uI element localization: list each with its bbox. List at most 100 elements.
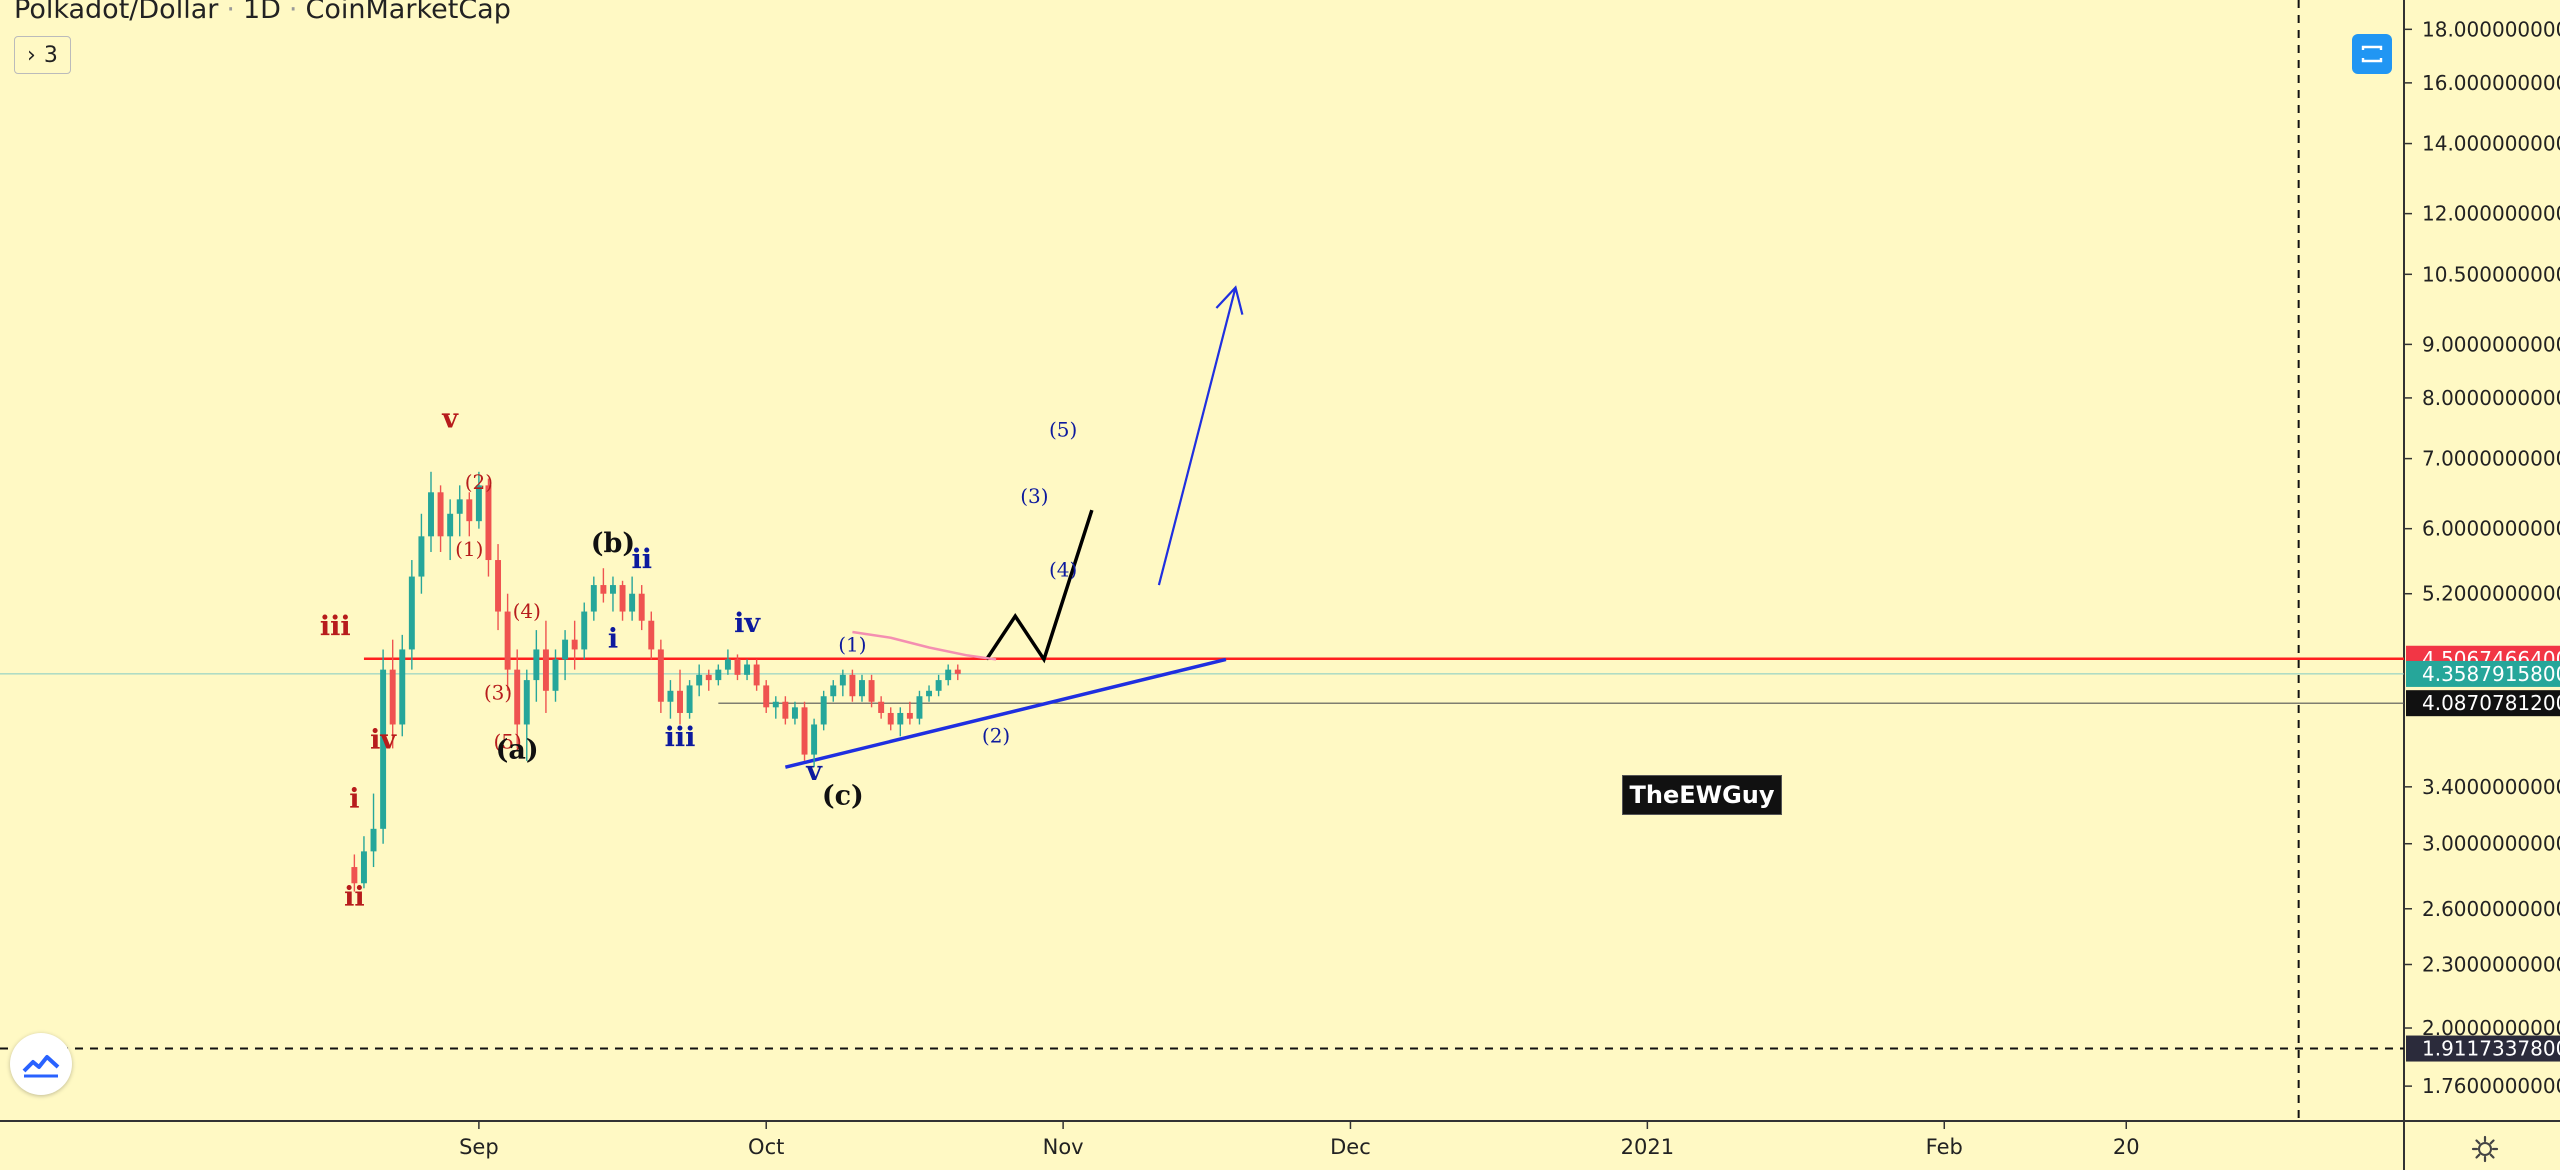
candle-body [753,664,760,686]
candle-body [418,536,425,577]
candle-body [619,585,626,612]
candle-body [897,712,904,725]
candle-body [552,659,559,691]
price-tick-label: 16.0000000000 [2422,71,2560,95]
wave-label: (2) [465,470,493,494]
candle-body [744,664,751,675]
wave-label: (2) [982,723,1010,747]
candle-body [495,560,502,612]
fit-arrows-icon [2361,45,2383,63]
data-source-label: CoinMarketCap [305,0,511,25]
price-tick-label: 2.3000000000 [2422,952,2560,976]
price-axis [2404,0,2560,1121]
price-tick-label: 2.6000000000 [2422,897,2560,921]
candle-body [399,649,406,725]
candle-body [935,680,942,691]
price-tick-label: 1.7600000000 [2422,1074,2560,1098]
candle-body [791,707,798,719]
indicators-toggle-button[interactable]: › 3 [14,36,71,74]
candle-body [504,611,511,670]
price-tick-label: 12.0000000000 [2422,202,2560,226]
candle-body [859,680,865,697]
candle-body [820,696,827,725]
wave-label: (3) [1020,484,1048,508]
time-tick-label: 20 [2113,1135,2140,1159]
author-watermark: TheEWGuy [1622,775,1782,815]
candle-body [466,499,473,522]
wave-label: v [805,756,823,787]
candle-body [389,669,396,725]
time-tick-label: 2021 [1621,1135,1674,1159]
tradingview-logo-icon[interactable] [10,1033,72,1095]
candle-body [514,669,521,725]
horizontal-support-badge [2406,690,2560,717]
candle-body [380,669,387,829]
price-tick-label: 10.5000000000 [2422,262,2560,286]
candle-body [724,659,731,670]
candle-body [945,669,952,681]
candle-body [629,593,636,612]
chart-settings-gear-icon[interactable] [2468,1132,2502,1166]
candle-body [408,576,415,650]
candle-body [533,649,540,681]
wave-label: (4) [513,599,541,623]
candle-body [428,492,434,537]
wave-label: iv [370,724,397,755]
interval-label[interactable]: 1D [242,0,281,25]
target-arrow [1157,287,1237,586]
wave-label: (5) [493,729,521,753]
candle-body [667,690,674,702]
chart-title: Polkadot/Dollar · 1D · CoinMarketCap [14,0,511,25]
wave-label: (1) [455,537,483,561]
symbol-name[interactable]: Polkadot/Dollar [14,0,219,25]
time-tick-label: Nov [1043,1135,1084,1159]
chevron-right-icon: › [27,42,36,68]
candle-body [686,685,693,713]
candle-body [562,639,569,660]
candle-body [657,649,664,702]
candle-body [763,685,770,708]
price-tick-label: 18.0000000000 [2422,17,2560,41]
candle-body [830,685,837,697]
wave-label: (1) [838,632,866,656]
candle-body [581,611,588,650]
target-arrow-head [1215,285,1244,315]
price-tick-label: 3.4000000000 [2422,775,2560,799]
candle-body [772,701,779,708]
time-tick-label: Dec [1330,1135,1371,1159]
candle-body [782,701,789,719]
candle-body [696,674,703,686]
candle-body [360,851,367,884]
wave-label: (3) [484,681,512,705]
price-tick-label: 5.2000000000 [2422,582,2560,606]
price-tick-label: 9.0000000000 [2422,332,2560,356]
horizontal-support-badge-label: 4.0870781200 [2422,691,2560,715]
dashed-level-badge-label: 1.9117337800 [2422,1037,2560,1061]
candle-body [906,712,913,719]
candle-body [370,828,377,852]
candle-body [610,585,616,594]
time-tick-label: Sep [459,1135,499,1159]
wave-label: ii [631,544,652,575]
candle-body [887,712,894,725]
wave-label: (4) [1049,558,1077,582]
wave-label: iii [665,722,696,753]
candle-body [600,585,607,594]
dashed-level-badge [2406,1035,2560,1062]
auto-fit-button[interactable] [2352,34,2392,74]
candle-body [523,680,530,725]
candle-body [926,690,933,697]
price-tick-label: 8.0000000000 [2422,386,2560,410]
wave-label: ii [344,881,365,912]
candle-body [571,639,578,650]
candle-body [801,707,808,755]
candle-body [456,499,463,514]
candle-body [351,867,358,884]
wave-label: (a) [496,734,539,765]
last-price-badge-label: 4.3587915800 [2422,662,2560,686]
price-tick-label: 14.0000000000 [2422,132,2560,156]
trendline [784,657,1227,769]
candle-body [542,649,549,691]
